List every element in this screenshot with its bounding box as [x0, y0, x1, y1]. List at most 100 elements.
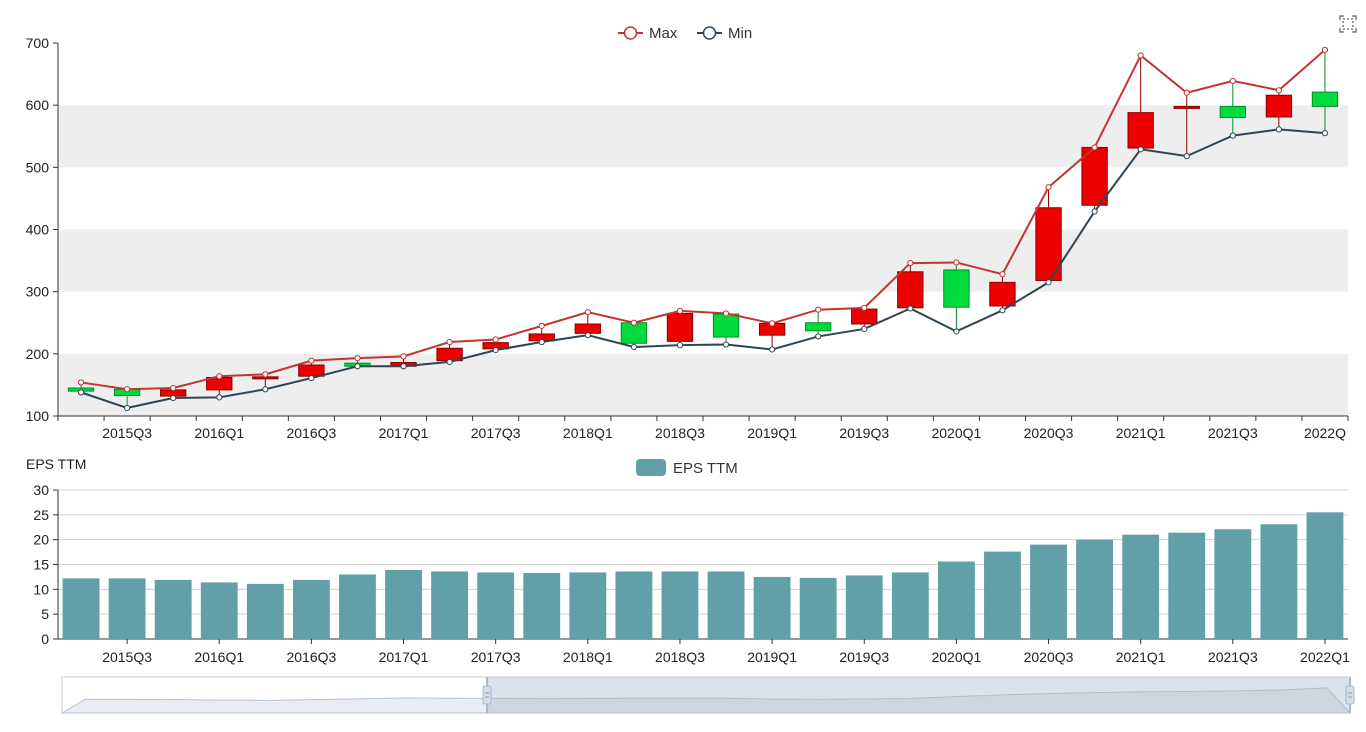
min-point [815, 333, 822, 340]
min-line [80, 128, 1326, 409]
max-point [1183, 89, 1190, 96]
y-tick-label: 300 [26, 284, 50, 300]
min-point [1045, 279, 1052, 286]
bar [108, 578, 146, 639]
zoom-select-icon[interactable] [1338, 14, 1358, 34]
bar [845, 575, 883, 639]
max-point [308, 357, 315, 364]
candle-body [712, 313, 740, 338]
min-point [77, 389, 85, 396]
bar [154, 579, 192, 639]
datazoom-shadow [60, 687, 1352, 714]
min-point [446, 358, 453, 366]
bar [292, 579, 330, 639]
x-tick-label: 2017Q1 [379, 649, 429, 665]
x-tick-label: 2021Q3 [1208, 425, 1258, 441]
y-tick-label: 25 [33, 507, 49, 523]
bar [1260, 524, 1298, 639]
legend-marker [636, 459, 666, 476]
min-point [1321, 130, 1329, 137]
legend-marker [702, 26, 717, 40]
min-point [907, 305, 914, 312]
datazoom-selected-range[interactable] [487, 677, 1350, 713]
candle-body [805, 322, 832, 332]
split-band [58, 353, 1348, 416]
bar [339, 574, 376, 639]
max-point [170, 384, 177, 392]
bar [385, 569, 422, 639]
min-point [492, 347, 499, 354]
candle-body [1311, 91, 1339, 107]
candle-body [666, 312, 694, 342]
x-tick-label: 2022Q1 [1300, 649, 1350, 665]
x-tick-label: 2019Q1 [747, 649, 797, 665]
max-point [815, 306, 822, 313]
min-point [584, 332, 591, 339]
y-tick-label: 30 [33, 482, 49, 498]
y-tick-label: 600 [26, 97, 50, 113]
bar [1306, 512, 1344, 639]
min-point [354, 363, 361, 370]
max-point [953, 259, 960, 266]
min-point [861, 325, 868, 333]
legend-label: Min [728, 25, 752, 42]
max-point [630, 319, 637, 326]
max-point [999, 271, 1006, 278]
x-tick-label: 2019Q3 [839, 425, 889, 441]
datazoom-start-handle[interactable] [482, 685, 492, 705]
x-tick-label: 2020Q1 [931, 425, 981, 441]
x-tick-label: 2016Q3 [286, 425, 336, 441]
y-tick-label: 700 [26, 35, 50, 51]
max-point [1091, 144, 1098, 151]
x-tick-label: 2016Q1 [194, 425, 244, 441]
bar [246, 583, 284, 639]
split-band [58, 291, 1348, 354]
max-point [262, 371, 269, 378]
min-point [308, 374, 315, 382]
legend-marker [623, 26, 638, 40]
split-band [58, 229, 1348, 292]
x-tick-label: 2019Q1 [747, 425, 797, 441]
x-tick-label: 2019Q3 [839, 649, 889, 665]
candle-body [851, 308, 878, 325]
y-axis-title: EPS TTM [26, 456, 86, 472]
max-point [584, 309, 591, 316]
min-point [124, 404, 131, 412]
min-point [216, 394, 223, 401]
min-point [630, 343, 637, 351]
x-tick-label: 2018Q3 [655, 425, 705, 441]
bar [1214, 529, 1252, 639]
y-tick-label: 15 [33, 557, 49, 573]
candle-body [574, 323, 601, 334]
y-tick-label: 5 [41, 606, 49, 622]
max-point [861, 304, 868, 311]
max-point [676, 307, 684, 315]
x-tick-label: 2020Q3 [1024, 425, 1074, 441]
y-tick-label: 10 [33, 581, 49, 597]
x-tick-label: 2015Q3 [102, 649, 152, 665]
bar [984, 551, 1021, 639]
bar [615, 571, 653, 639]
bar [707, 571, 745, 639]
x-tick-label: 2018Q1 [563, 649, 613, 665]
bar [62, 578, 100, 639]
x-tick-label: 2017Q3 [471, 649, 521, 665]
bar [200, 582, 238, 639]
min-point [953, 328, 960, 335]
min-point [538, 338, 545, 346]
max-point [492, 336, 499, 343]
x-tick-label: 2021Q1 [1116, 649, 1166, 665]
candle-body [298, 364, 325, 377]
max-point [722, 310, 730, 317]
max-point [538, 322, 545, 329]
x-tick-label: 2016Q1 [194, 649, 244, 665]
max-point [1137, 52, 1144, 59]
max-point [1275, 87, 1282, 94]
max-point [1045, 184, 1052, 191]
x-tick-label: 2015Q3 [102, 425, 152, 441]
bar [937, 561, 975, 639]
bar [477, 572, 515, 639]
x-tick-label: 2017Q1 [379, 425, 429, 441]
datazoom-end-handle[interactable] [1345, 685, 1355, 705]
max-point [769, 320, 776, 327]
